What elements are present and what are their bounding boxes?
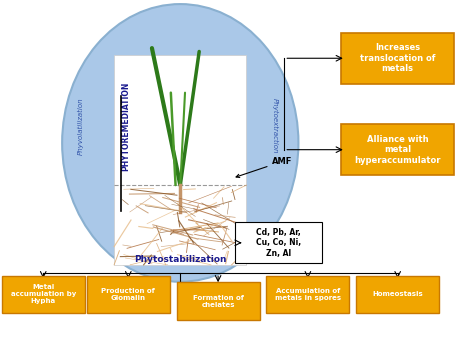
Text: Increases
translocation of
metals: Increases translocation of metals <box>360 44 436 73</box>
Ellipse shape <box>62 4 299 282</box>
FancyBboxPatch shape <box>341 124 455 175</box>
Text: Homeostasis: Homeostasis <box>372 291 423 298</box>
FancyBboxPatch shape <box>356 276 439 313</box>
Text: Accumulation of
metals in spores: Accumulation of metals in spores <box>275 288 341 301</box>
Text: Formation of
chelates: Formation of chelates <box>192 295 244 308</box>
Text: Production of
Glomalin: Production of Glomalin <box>101 288 155 301</box>
Text: PHYTOREMEDIATION: PHYTOREMEDIATION <box>121 81 130 171</box>
Text: Cd, Pb, Ar,
Cu, Co, Ni,
Zn, Al: Cd, Pb, Ar, Cu, Co, Ni, Zn, Al <box>256 228 301 258</box>
FancyBboxPatch shape <box>235 222 322 263</box>
FancyBboxPatch shape <box>341 33 455 84</box>
FancyBboxPatch shape <box>176 283 260 320</box>
FancyBboxPatch shape <box>266 276 349 313</box>
FancyBboxPatch shape <box>1 276 85 313</box>
Text: Phytoextraction: Phytoextraction <box>272 98 278 154</box>
Text: Phyvolatilization: Phyvolatilization <box>78 97 84 155</box>
Text: Phytostabilization: Phytostabilization <box>134 255 227 264</box>
Text: AMF: AMF <box>236 157 293 177</box>
FancyBboxPatch shape <box>87 276 170 313</box>
Text: Alliance with
metal
hyperaccumulator: Alliance with metal hyperaccumulator <box>355 135 441 165</box>
Text: Metal
accumulation by
Hypha: Metal accumulation by Hypha <box>10 285 76 304</box>
FancyBboxPatch shape <box>114 55 246 265</box>
